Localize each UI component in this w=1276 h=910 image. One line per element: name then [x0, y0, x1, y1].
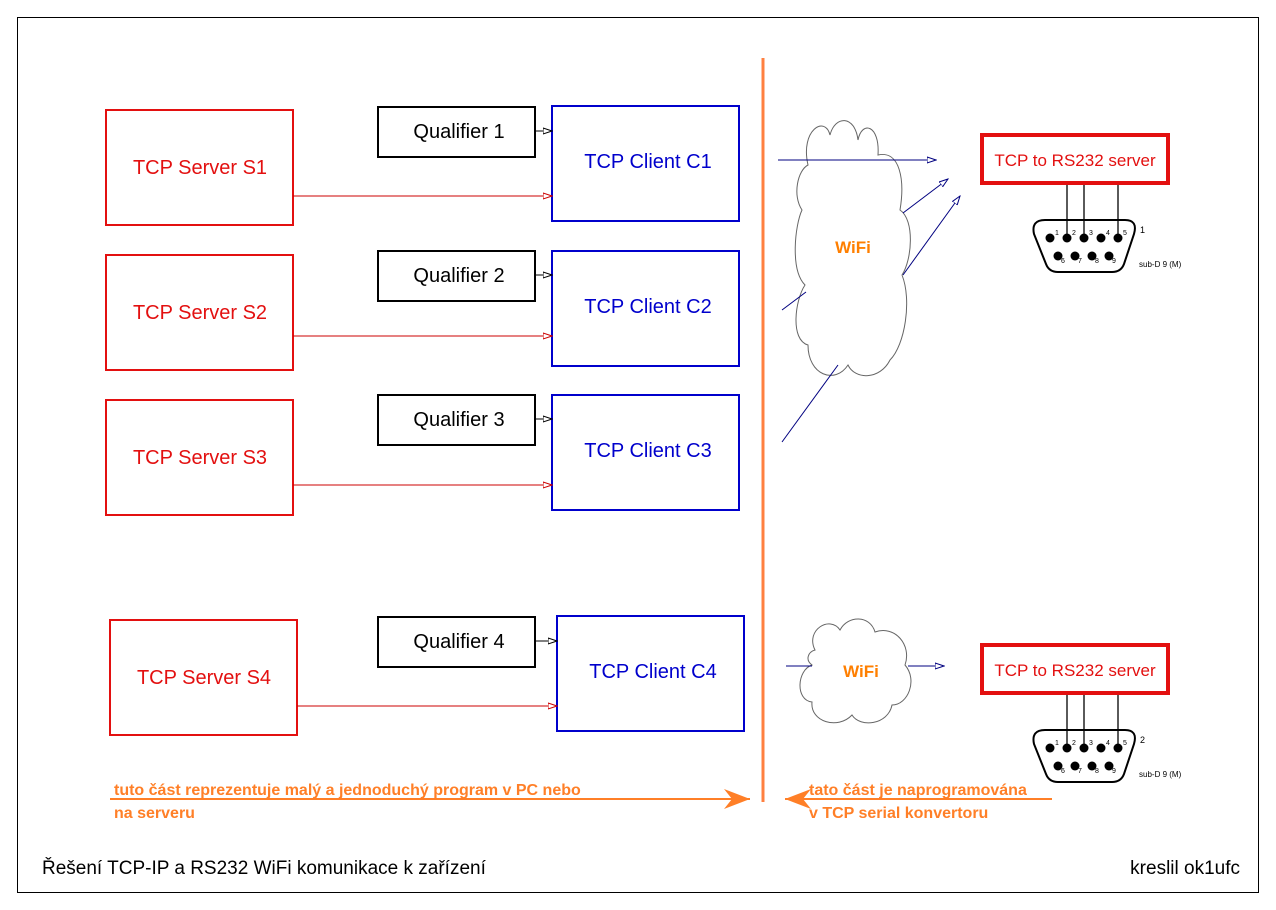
pin-number: 6 [1061, 258, 1065, 265]
connector-index: 2 [1140, 735, 1145, 745]
tcp-server-label: TCP Server S2 [133, 302, 267, 324]
tcp-server-box [105, 254, 294, 371]
wifi-link [902, 196, 960, 276]
right-note: tato část je naprogramována [809, 782, 1027, 799]
footer-author: kreslil ok1ufc [1130, 858, 1240, 879]
connector-index: 1 [1140, 225, 1145, 235]
wifi-link [781, 364, 839, 443]
qualifier-label: Qualifier 1 [413, 121, 504, 143]
wifi-label: WiFi [835, 238, 871, 257]
tcp-client-label: TCP Client C4 [589, 661, 716, 683]
pin-number: 8 [1095, 768, 1099, 775]
pin-number: 9 [1112, 258, 1116, 265]
right-note: v TCP serial konvertoru [809, 805, 988, 822]
qualifier-label: Qualifier 4 [413, 631, 504, 653]
qualifier-box [377, 250, 536, 302]
tcp-client-box [556, 615, 745, 732]
pin-number: 1 [1055, 230, 1059, 237]
pin-number: 6 [1061, 768, 1065, 775]
connector-label: sub-D 9 (M) [1139, 770, 1182, 779]
frame [17, 17, 1259, 893]
wifi-label: WiFi [843, 662, 879, 681]
qualifier-box [377, 106, 536, 158]
pin-number: 4 [1106, 740, 1110, 747]
tcp-client-box [551, 105, 740, 222]
footer-title: Řešení TCP-IP a RS232 WiFi komunikace k … [42, 857, 487, 879]
pin-number: 7 [1078, 258, 1082, 265]
pin-number: 2 [1072, 230, 1076, 237]
pin-number: 5 [1123, 230, 1127, 237]
qualifier-box [377, 616, 536, 668]
tcp-server-label: TCP Server S1 [133, 157, 267, 179]
sub-d9-connector-icon: 1 2 3 4 5 6 7 8 9 [1032, 185, 1136, 273]
tcp-server-label: TCP Server S3 [133, 447, 267, 469]
tcp-server-box [105, 399, 294, 516]
tcp-rs232-server-box [980, 133, 1170, 185]
tcp-rs232-server-label: TCP to RS232 server [994, 661, 1156, 680]
pin-number: 1 [1055, 740, 1059, 747]
pin-number: 3 [1089, 740, 1093, 747]
tcp-server-label: TCP Server S4 [137, 667, 271, 689]
tcp-client-label: TCP Client C2 [584, 296, 711, 318]
pin-number: 4 [1106, 230, 1110, 237]
pin-number: 8 [1095, 258, 1099, 265]
qualifier-label: Qualifier 2 [413, 265, 504, 287]
tcp-server-box [109, 619, 298, 736]
wifi-cloud-icon [794, 120, 911, 377]
pin-number: 2 [1072, 740, 1076, 747]
pin-number: 7 [1078, 768, 1082, 775]
tcp-client-label: TCP Client C1 [584, 151, 711, 173]
tcp-server-box [105, 109, 294, 226]
qualifier-box [377, 394, 536, 446]
connector-label: sub-D 9 (M) [1139, 260, 1182, 269]
pin-number: 3 [1089, 230, 1093, 237]
sub-d9-connector-icon: 1 2 3 4 5 6 7 8 9 [1032, 695, 1136, 783]
tcp-rs232-server-box [980, 643, 1170, 695]
tcp-rs232-server-label: TCP to RS232 server [994, 151, 1156, 170]
tcp-client-label: TCP Client C3 [584, 440, 711, 462]
pin-number: 9 [1112, 768, 1116, 775]
tcp-client-box [551, 250, 740, 367]
wifi-link [902, 179, 948, 214]
left-note: na serveru [114, 805, 195, 822]
wifi-cloud-icon [799, 618, 912, 724]
pin-number: 5 [1123, 740, 1127, 747]
tcp-client-box [551, 394, 740, 511]
left-note: tuto část reprezentuje malý a jednoduchý… [114, 782, 581, 799]
wifi-link [781, 291, 807, 311]
qualifier-label: Qualifier 3 [413, 409, 504, 431]
